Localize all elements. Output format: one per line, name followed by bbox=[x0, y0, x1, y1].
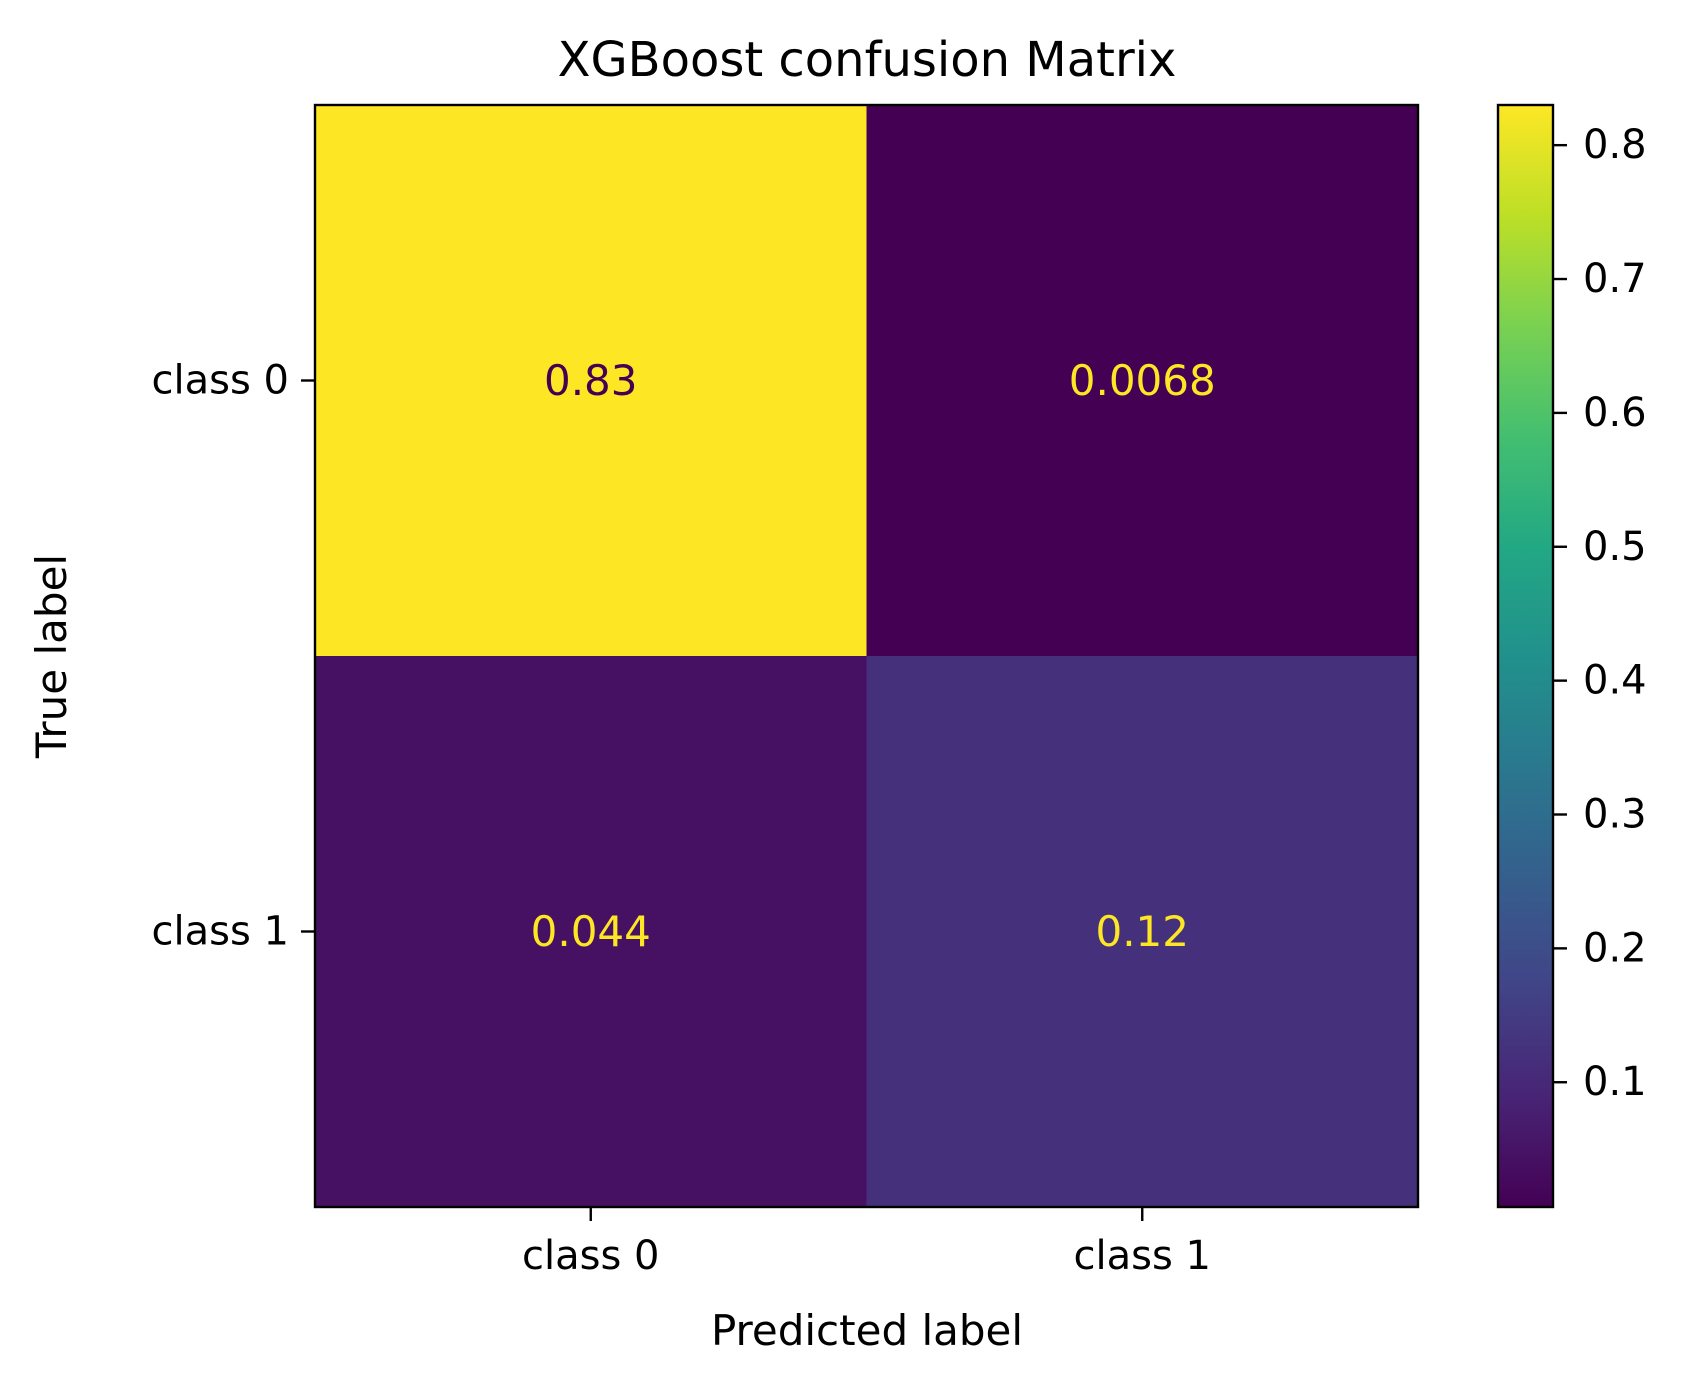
axis-ticks: class 0 class 1 class 0 class 1 bbox=[152, 358, 1211, 1280]
colorbar-tick-label: 0.5 bbox=[1583, 524, 1647, 570]
heatmap-cells: 0.83 0.0068 0.044 0.12 bbox=[315, 105, 1419, 1208]
y-axis-label: True label bbox=[27, 554, 76, 759]
chart-title: XGBoost confusion Matrix bbox=[558, 32, 1177, 88]
x-axis-label: Predicted label bbox=[711, 1306, 1023, 1355]
colorbar-tick-label: 0.6 bbox=[1583, 390, 1647, 436]
cell-value-label: 0.83 bbox=[544, 356, 638, 405]
x-tick-label: class 0 bbox=[522, 1233, 659, 1279]
colorbar-ticks: 0.1 0.2 0.3 0.4 0.5 0.6 0.7 0.8 bbox=[1553, 122, 1647, 1105]
heatmap-cell bbox=[866, 656, 1419, 1208]
plot-frame bbox=[313, 103, 1420, 1209]
colorbar-tick-label: 0.1 bbox=[1583, 1059, 1647, 1105]
heatmap-cell bbox=[315, 656, 867, 1208]
cell-value-label: 0.0068 bbox=[1069, 356, 1216, 405]
cell-value-label: 0.12 bbox=[1095, 907, 1189, 956]
colorbar-tick-label: 0.4 bbox=[1583, 658, 1647, 704]
colorbar-tick-label: 0.2 bbox=[1583, 925, 1647, 971]
heatmap-cell bbox=[315, 105, 867, 657]
colorbar-tick-label: 0.8 bbox=[1583, 122, 1647, 168]
x-tick-label: class 1 bbox=[1074, 1233, 1211, 1279]
cell-value-label: 0.044 bbox=[531, 907, 651, 956]
colorbar-tick-label: 0.7 bbox=[1583, 256, 1647, 302]
heatmap-cell bbox=[866, 105, 1419, 657]
colorbar-tick-label: 0.3 bbox=[1583, 791, 1647, 837]
y-tick-label: class 0 bbox=[152, 358, 289, 404]
y-tick-label: class 1 bbox=[152, 909, 289, 955]
colorbar bbox=[1496, 103, 1555, 1209]
